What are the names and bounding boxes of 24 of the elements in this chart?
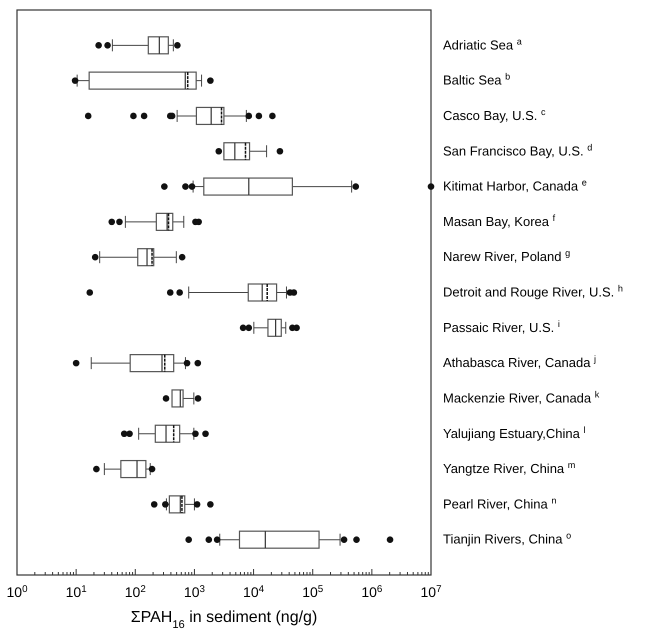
x-axis-title: ΣPAH$_{16}$ in sediment (ng/g) (130, 609, 318, 630)
y-tick-label: Casco Bay, U.S. $^{c}$ (443, 106, 546, 123)
x-tick-label: 10$^{6}$ (361, 584, 383, 600)
y-tick-label: San Francisco Bay, U.S. $^{d}$ (443, 142, 592, 158)
y-tick-label: Narew River, Poland $^{g}$ (443, 248, 570, 264)
y-tick-label: Pearl River, China $^{n}$ (443, 495, 556, 512)
y-tick-label: Yangtze River, China $^{m}$ (443, 460, 576, 476)
y-tick-label: Mackenzie River, Canada $^{k}$ (443, 389, 600, 406)
x-tick-label: 10$^{5}$ (302, 584, 324, 600)
x-tick-label: 10$^{3}$ (184, 584, 206, 600)
y-tick-label: Detroit and Rouge River, U.S. $^{h}$ (443, 284, 623, 300)
x-tick-label: 10$^{4}$ (243, 584, 265, 600)
y-tick-label: Tianjin Rivers, China $^{o}$ (443, 530, 572, 547)
y-tick-label: Kitimat Harbor, Canada $^{e}$ (443, 178, 587, 194)
x-tick-label: 10$^{1}$ (66, 584, 87, 600)
y-tick-label: Baltic Sea $^{b}$ (443, 72, 510, 88)
y-tick-label: Masan Bay, Korea $^{f}$ (443, 212, 556, 229)
y-tick-label: Passaic River, U.S. $^{i}$ (443, 318, 560, 335)
y-tick-label: Yalujiang Estuary,China $^{l}$ (443, 424, 586, 441)
x-tick-label: 10$^{2}$ (124, 584, 146, 600)
y-tick-label: Adriatic Sea $^{a}$ (443, 36, 523, 52)
x-tick-label: 10$^{7}$ (420, 584, 442, 600)
x-tick-label: 10$^{0}$ (6, 584, 28, 600)
y-tick-label: Athabasca River, Canada $^{j}$ (443, 354, 596, 370)
